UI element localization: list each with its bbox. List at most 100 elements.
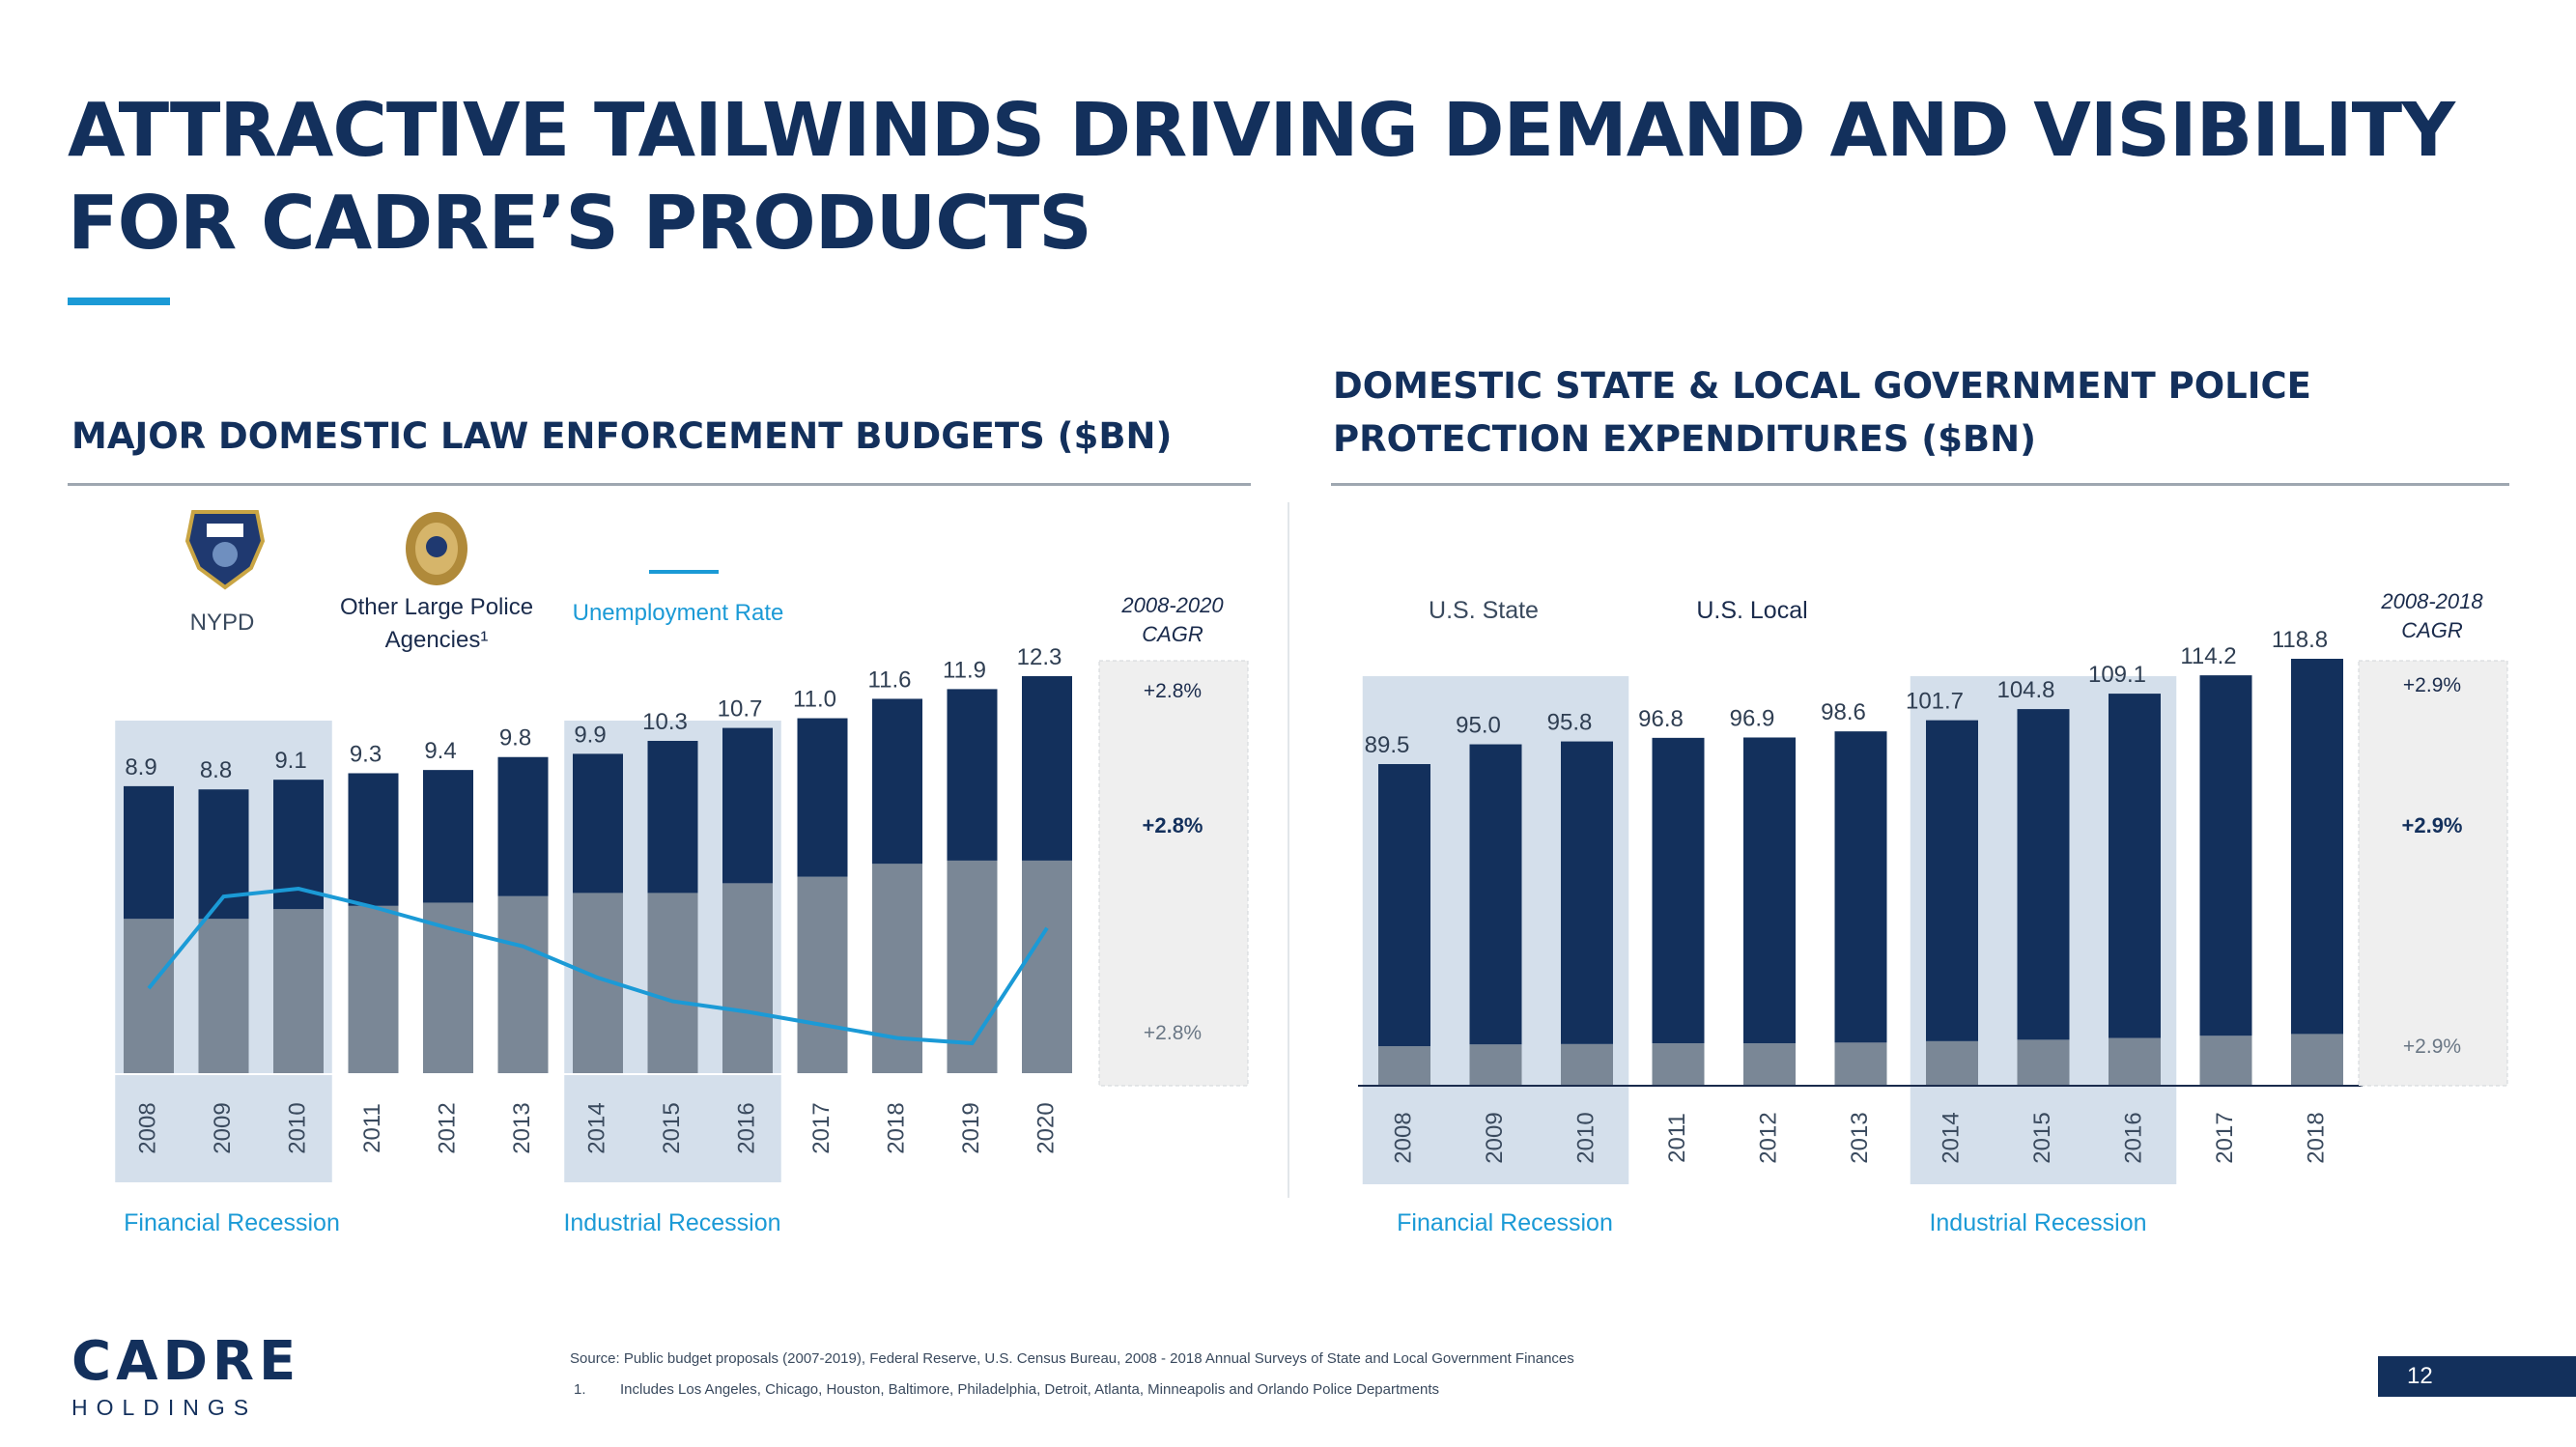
- logo-sub: HOLDINGS: [71, 1395, 258, 1420]
- left-bar-nypd: [497, 756, 549, 896]
- left-bar-nypd: [124, 785, 174, 920]
- bar-total-label: 12.3: [1017, 644, 1062, 670]
- bar-total-label: 96.8: [1638, 706, 1684, 732]
- bar-total-label: 9.8: [499, 725, 531, 752]
- left-bar-nypd: [722, 727, 773, 884]
- bar-total-label: 118.8: [2272, 627, 2328, 653]
- x-tick-label: 2009: [1482, 1112, 1508, 1163]
- left-bar-nypd: [573, 753, 623, 894]
- left-bar-nypd: [872, 698, 922, 865]
- left-cagr-nypd: +2.8%: [1143, 813, 1203, 837]
- x-tick-label: 2010: [1572, 1112, 1599, 1163]
- left-shade-label-industrial: Industrial Recession: [563, 1209, 780, 1236]
- footnote-text: Includes Los Angeles, Chicago, Houston, …: [620, 1381, 1439, 1398]
- left-bar-other-agencies: [198, 919, 249, 1074]
- bar-total-label: 89.5: [1365, 732, 1410, 758]
- left-cagr-header-2: CAGR: [1142, 622, 1203, 646]
- bar-total-label: 11.6: [868, 667, 912, 693]
- right-bar-us-state: [2017, 1039, 2070, 1086]
- unemployment-rate-line: [147, 886, 1049, 1046]
- bar-total-label: 10.3: [642, 709, 688, 735]
- bar-total-label: 101.7: [1906, 689, 1964, 715]
- bar-total-label: 8.9: [125, 754, 156, 780]
- x-tick-label: 2015: [2029, 1112, 2055, 1163]
- source-note: Source: Public budget proposals (2007-20…: [570, 1350, 1574, 1367]
- logo-main: CADRE: [71, 1330, 301, 1393]
- right-bar-us-state: [1926, 1040, 1978, 1086]
- right-bar-us-local: [1378, 764, 1430, 1047]
- right-bar-us-local: [1652, 737, 1705, 1044]
- bar-total-label: 95.0: [1456, 713, 1501, 739]
- x-tick-label: 2008: [134, 1102, 160, 1153]
- right-shade-label-industrial: Industrial Recession: [1929, 1209, 2146, 1236]
- left-bar-other-agencies: [872, 864, 922, 1074]
- bar-total-label: 10.7: [718, 696, 763, 723]
- right-cagr-state: +2.9%: [2403, 1036, 2461, 1058]
- legend-nypd: NYPD: [190, 610, 255, 636]
- right-bar-us-state: [2109, 1037, 2161, 1086]
- right-bar-us-local: [2109, 694, 2161, 1038]
- right-bar-us-state: [1743, 1043, 1796, 1086]
- x-tick-label: 2017: [808, 1102, 835, 1153]
- x-tick-label: 2020: [1033, 1102, 1059, 1153]
- x-tick-label: 2013: [1847, 1112, 1873, 1163]
- bar-total-label: 109.1: [2088, 662, 2146, 688]
- page-number: 12: [2378, 1356, 2576, 1397]
- x-tick-label: 2011: [359, 1103, 385, 1153]
- right-chart-title: DOMESTIC STATE & LOCAL GOVERNMENT POLICE…: [1333, 365, 2311, 460]
- legend-unemployment: Unemployment Rate: [573, 600, 784, 626]
- right-cagr-box: [2358, 660, 2508, 1087]
- right-bar-us-local: [1561, 741, 1613, 1044]
- right-bar-us-local: [1469, 744, 1522, 1045]
- right-shade-label-financial: Financial Recession: [1397, 1209, 1613, 1236]
- bar-total-label: 9.1: [274, 748, 306, 774]
- left-bar-other-agencies: [647, 893, 698, 1074]
- right-cagr-total: +2.9%: [2403, 674, 2461, 696]
- x-tick-label: 2012: [1755, 1112, 1781, 1163]
- right-title-rule: [1331, 483, 2509, 486]
- bar-total-label: 9.4: [424, 738, 456, 764]
- right-bar-us-state: [1652, 1043, 1705, 1086]
- left-bar-nypd: [647, 740, 698, 894]
- right-bar-us-local: [2291, 659, 2343, 1035]
- left-bar-other-agencies: [273, 909, 324, 1074]
- x-tick-label: 2015: [659, 1102, 685, 1153]
- bar-total-label: 104.8: [1996, 677, 2054, 703]
- left-cagr-box: [1098, 660, 1249, 1087]
- x-tick-label: 2009: [210, 1102, 236, 1153]
- x-tick-label: 2010: [284, 1102, 310, 1153]
- cadre-logo: CADRE HOLDINGS: [71, 1335, 300, 1421]
- bar-total-label: 114.2: [2180, 643, 2236, 669]
- x-tick-label: 2008: [1390, 1112, 1416, 1163]
- x-tick-label: 2014: [1938, 1112, 1964, 1163]
- right-bar-us-state: [1469, 1044, 1522, 1086]
- page-title-line2: FOR CADRE’S PRODUCTS: [68, 181, 1092, 267]
- bar-total-label: 9.9: [574, 722, 606, 748]
- left-cagr-total: +2.8%: [1144, 680, 1202, 702]
- legend-other-agencies-line1: Other Large Police: [340, 594, 533, 620]
- right-cagr-local: +2.9%: [2402, 813, 2463, 837]
- title-accent-bar: [68, 298, 170, 305]
- right-bar-us-state: [1378, 1046, 1430, 1086]
- left-bar-nypd: [947, 689, 998, 861]
- page-title: ATTRACTIVE TAILWINDS DRIVING DEMAND AND …: [68, 85, 2455, 270]
- legend-other-agencies-line2: Agencies¹: [385, 627, 489, 653]
- legend-us-state: U.S. State: [1429, 597, 1539, 624]
- left-bar-other-agencies: [1022, 860, 1072, 1074]
- left-title-rule: [68, 483, 1251, 486]
- nypd-badge-icon: [184, 510, 266, 590]
- right-bar-us-state: [2199, 1036, 2252, 1086]
- bar-total-label: 98.6: [1821, 699, 1866, 725]
- left-bar-other-agencies: [497, 895, 549, 1074]
- x-tick-label: 2016: [2120, 1112, 2146, 1163]
- right-bar-us-local: [2017, 709, 2070, 1040]
- law-enforcement-budget-chart: NYPD Other Large Police Agencies¹ Unempl…: [112, 510, 1249, 1236]
- right-bar-us-state: [1561, 1043, 1613, 1086]
- bar-total-label: 96.9: [1730, 705, 1775, 731]
- right-bar-us-state: [2291, 1034, 2343, 1086]
- x-tick-label: 2018: [883, 1102, 909, 1153]
- left-bar-other-agencies: [797, 876, 848, 1074]
- right-bar-us-local: [1743, 737, 1796, 1044]
- x-tick-label: 2016: [733, 1102, 759, 1153]
- x-tick-label: 2013: [509, 1102, 535, 1153]
